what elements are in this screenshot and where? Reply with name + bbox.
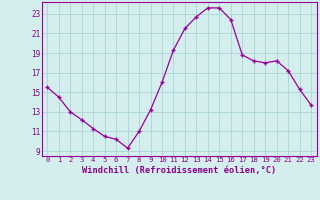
X-axis label: Windchill (Refroidissement éolien,°C): Windchill (Refroidissement éolien,°C) bbox=[82, 166, 276, 175]
